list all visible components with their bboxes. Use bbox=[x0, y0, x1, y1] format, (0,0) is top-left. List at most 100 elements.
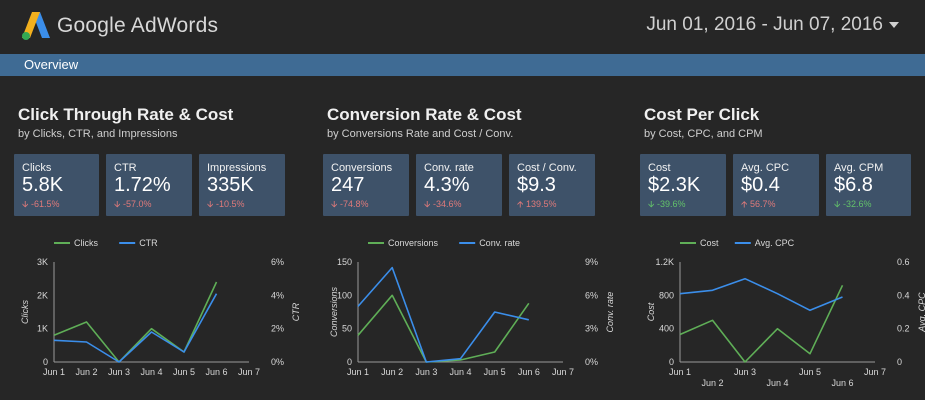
y-axis-title: Conversions bbox=[329, 286, 339, 337]
y2-tick-label: 6% bbox=[585, 290, 598, 300]
delta-text: -39.6% bbox=[656, 199, 686, 209]
x-tick-label: Jun 4 bbox=[449, 367, 471, 377]
brand-name: Google AdWords bbox=[57, 14, 219, 37]
scorecard-delta: 🡫 -39.6% bbox=[648, 197, 686, 213]
section-title-cpc: Cost Per Click bbox=[644, 105, 760, 124]
scorecard-label: Impressions bbox=[207, 162, 267, 174]
y2-axis-title: Avg. CPC bbox=[917, 292, 925, 333]
scorecard-delta: 🡩 139.5% bbox=[517, 197, 557, 213]
scorecard-ctr: CTR 1.72% 🡫 -57.0% bbox=[106, 154, 192, 216]
series-line-cost bbox=[679, 284, 844, 363]
legend-entry: Avg. CPC bbox=[755, 238, 795, 248]
arrow-down-icon: 🡫 bbox=[207, 199, 214, 209]
y-tick-label: 150 bbox=[337, 257, 352, 267]
y2-tick-label: 0% bbox=[585, 357, 598, 367]
scorecard-delta: 🡫 -61.5% bbox=[22, 197, 60, 213]
y2-tick-label: 2% bbox=[271, 324, 284, 334]
scorecard-delta: 🡫 -74.8% bbox=[331, 197, 369, 213]
x-tick-label: Jun 3 bbox=[108, 367, 130, 377]
y2-tick-label: 0 bbox=[897, 357, 902, 367]
legend-entry: Conv. rate bbox=[479, 238, 520, 248]
x-tick-label: Jun 2 bbox=[381, 367, 403, 377]
y-axis-title: Cost bbox=[646, 302, 656, 321]
scorecard-label: Avg. CPC bbox=[741, 162, 790, 174]
scorecard-label: Cost / Conv. bbox=[517, 162, 577, 174]
y2-tick-label: 9% bbox=[585, 257, 598, 267]
tab-overview[interactable]: Overview bbox=[24, 57, 79, 72]
section-title-conversion: Conversion Rate & Cost bbox=[327, 105, 522, 124]
section-subtitle-ctr: by Clicks, CTR, and Impressions bbox=[18, 128, 178, 140]
chart-conversions-conv-rate: 0 50 100 150 0% 3% 6% 9% Jun 1 Jun 2 Jun 3 Jun 4 Jun… bbox=[329, 238, 615, 377]
scorecard-value: 5.8K bbox=[22, 174, 64, 196]
y-tick-label: 3K bbox=[37, 257, 48, 267]
adwords-logo-icon bbox=[22, 12, 50, 40]
scorecard-cost: Cost $2.3K 🡫 -39.6% bbox=[640, 154, 726, 216]
y-tick-label: 0 bbox=[669, 357, 674, 367]
scorecard-conversions: Conversions 247 🡫 -74.8% bbox=[323, 154, 409, 216]
delta-text: -32.6% bbox=[842, 199, 872, 209]
y-tick-label: 50 bbox=[342, 324, 352, 334]
series-line-ctr bbox=[53, 293, 218, 363]
x-tick-label: Jun 6 bbox=[831, 378, 853, 388]
date-range-selector[interactable]: Jun 01, 2016 - Jun 07, 2016 bbox=[646, 14, 899, 36]
y2-tick-label: 0.6 bbox=[897, 257, 910, 267]
x-tick-label: Jun 7 bbox=[864, 367, 886, 377]
y-tick-label: 400 bbox=[659, 324, 674, 334]
y2-tick-label: 4% bbox=[271, 290, 284, 300]
y-tick-label: 800 bbox=[659, 290, 674, 300]
arrow-up-icon: 🡩 bbox=[517, 199, 524, 209]
scorecard-conv-rate: Conv. rate 4.3% 🡫 -34.6% bbox=[416, 154, 502, 216]
delta-text: 139.5% bbox=[525, 199, 557, 209]
scorecard-delta: 🡫 -32.6% bbox=[834, 197, 872, 213]
series-line-clicks bbox=[53, 281, 218, 363]
x-tick-label: Jun 5 bbox=[484, 367, 506, 377]
series-line-conv-rate bbox=[357, 266, 529, 363]
scorecard-delta: 🡫 -34.6% bbox=[424, 197, 462, 213]
scorecard-label: Cost bbox=[648, 162, 671, 174]
app-header: Google AdWords Jun 01, 2016 - Jun 07, 20… bbox=[0, 0, 925, 54]
arrow-down-icon: 🡫 bbox=[22, 199, 29, 209]
scorecard-label: Conversions bbox=[331, 162, 393, 174]
overview-bar: Overview bbox=[0, 54, 925, 76]
scorecard-clicks: Clicks 5.8K 🡫 -61.5% bbox=[14, 154, 99, 216]
legend-entry: Cost bbox=[700, 238, 719, 248]
y-tick-label: 1.2K bbox=[655, 257, 674, 267]
x-tick-label: Jun 4 bbox=[766, 378, 788, 388]
scorecard-value: 4.3% bbox=[424, 174, 470, 196]
delta-text: -34.6% bbox=[432, 199, 462, 209]
caret-down-icon bbox=[889, 21, 899, 28]
y2-tick-label: 0% bbox=[271, 357, 284, 367]
x-tick-label: Jun 4 bbox=[140, 367, 162, 377]
x-tick-label: Jun 6 bbox=[205, 367, 227, 377]
scorecard-value: 247 bbox=[331, 174, 365, 196]
scorecard-label: Clicks bbox=[22, 162, 52, 174]
legend-entry: Conversions bbox=[388, 238, 439, 248]
scorecard-value: 335K bbox=[207, 174, 254, 196]
arrow-down-icon: 🡫 bbox=[834, 199, 841, 209]
x-tick-label: Jun 5 bbox=[173, 367, 195, 377]
scorecard-delta: 🡫 -57.0% bbox=[114, 197, 152, 213]
scorecard-label: Avg. CPM bbox=[834, 162, 884, 174]
y-tick-label: 0 bbox=[347, 357, 352, 367]
delta-text: -61.5% bbox=[30, 199, 60, 209]
y2-tick-label: 3% bbox=[585, 324, 598, 334]
y2-axis-title: Conv. rate bbox=[605, 292, 615, 333]
y2-axis-title: CTR bbox=[291, 302, 301, 321]
scorecard-value: $0.4 bbox=[741, 174, 780, 196]
scorecard-avg-cpm: Avg. CPM $6.8 🡫 -32.6% bbox=[826, 154, 911, 216]
scorecard-delta: 🡫 -10.5% bbox=[207, 197, 245, 213]
x-tick-label: Jun 7 bbox=[238, 367, 260, 377]
x-tick-label: Jun 3 bbox=[415, 367, 437, 377]
arrow-down-icon: 🡫 bbox=[424, 199, 431, 209]
scorecard-cost-per-conv: Cost / Conv. $9.3 🡩 139.5% bbox=[509, 154, 595, 216]
delta-text: -57.0% bbox=[122, 199, 152, 209]
date-range-label: Jun 01, 2016 - Jun 07, 2016 bbox=[646, 14, 883, 35]
series-line-avg-cpc bbox=[679, 277, 843, 312]
section-title-ctr: Click Through Rate & Cost bbox=[18, 105, 234, 124]
y-tick-label: 100 bbox=[337, 290, 352, 300]
legend-entry: Clicks bbox=[74, 238, 98, 248]
delta-text: -74.8% bbox=[339, 199, 369, 209]
scorecard-impressions: Impressions 335K 🡫 -10.5% bbox=[199, 154, 285, 216]
y2-tick-label: 6% bbox=[271, 257, 284, 267]
delta-text: -10.5% bbox=[215, 199, 245, 209]
